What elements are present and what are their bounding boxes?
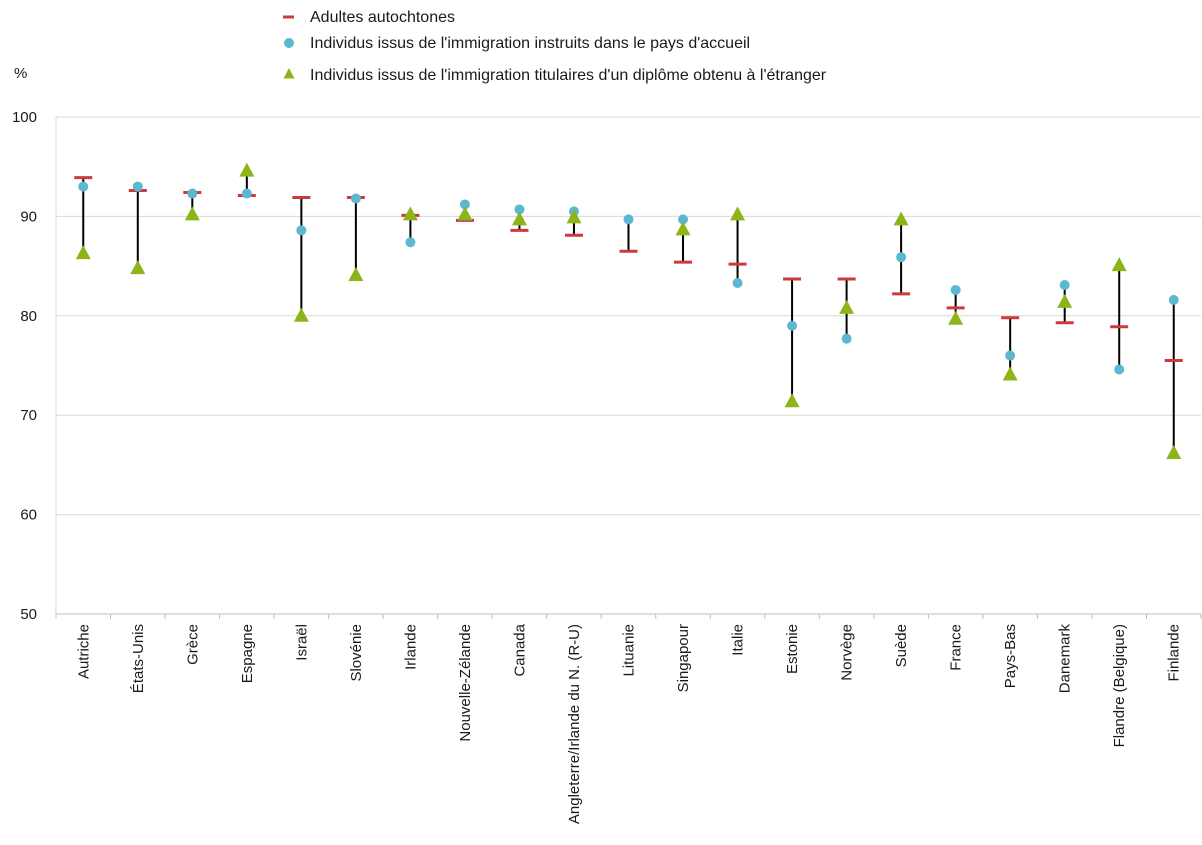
category-label: Estonie bbox=[784, 624, 801, 674]
y-tick-label: 70 bbox=[20, 407, 37, 424]
foreign-degree-marker bbox=[839, 299, 855, 314]
category-labels: Autriche États-Unis Grèce Espagne Israël Slov… bbox=[75, 623, 1182, 824]
range-lines bbox=[82, 170, 1175, 453]
category-label: Grèce bbox=[184, 624, 201, 665]
series-native-adults bbox=[74, 176, 1183, 363]
foreign-degree-marker bbox=[948, 310, 964, 325]
legend-item-foreign-degree: Individus issus de l'immigration titulai… bbox=[283, 67, 827, 84]
category-label: Slovénie bbox=[348, 624, 365, 682]
category-label: Pays-Bas bbox=[1002, 624, 1019, 688]
category-label: Danemark bbox=[1057, 624, 1074, 694]
foreign-degree-marker bbox=[784, 393, 800, 408]
host-educated-marker bbox=[241, 188, 252, 199]
host-educated-marker bbox=[187, 188, 198, 199]
category-label: Norvège bbox=[839, 624, 856, 681]
host-educated-marker bbox=[350, 193, 361, 204]
legend-label-host-educated: Individus issus de l'immigration instrui… bbox=[310, 35, 750, 52]
category-label: Canada bbox=[511, 623, 528, 676]
foreign-degree-marker bbox=[293, 307, 309, 322]
legend-item-native-adults: Adultes autochtones bbox=[283, 9, 455, 26]
host-educated-marker bbox=[514, 204, 525, 215]
category-label: Nouvelle-Zélande bbox=[457, 624, 474, 742]
host-educated-marker bbox=[950, 284, 961, 295]
category-label: États-Unis bbox=[130, 624, 147, 693]
host-educated-marker bbox=[1114, 364, 1125, 375]
category-label: France bbox=[948, 624, 965, 671]
host-educated-marker bbox=[78, 181, 89, 192]
legend-label-native-adults: Adultes autochtones bbox=[310, 9, 455, 26]
foreign-degree-marker bbox=[457, 206, 473, 221]
host-educated-marker bbox=[132, 181, 143, 192]
foreign-degree-marker bbox=[730, 206, 746, 221]
host-educated-marker bbox=[1168, 294, 1179, 305]
host-educated-marker bbox=[1005, 350, 1016, 361]
category-label: Espagne bbox=[239, 624, 256, 683]
foreign-degree-marker bbox=[130, 260, 146, 275]
y-tick-labels: 50 60 70 80 90 100 bbox=[12, 109, 37, 623]
category-label: Suède bbox=[893, 624, 910, 667]
y-tick-label: 90 bbox=[20, 208, 37, 225]
host-educated-marker bbox=[896, 252, 907, 263]
foreign-degree-marker bbox=[675, 221, 691, 236]
host-educated-marker bbox=[678, 214, 689, 225]
legend: Adultes autochtones Individus issus de l… bbox=[283, 9, 827, 84]
host-educated-marker bbox=[787, 320, 798, 331]
host-educated-marker bbox=[841, 333, 852, 344]
foreign-degree-marker bbox=[566, 209, 582, 224]
category-label: Israël bbox=[293, 624, 310, 661]
gridlines bbox=[56, 116, 1201, 615]
series-foreign-degree bbox=[75, 162, 1182, 459]
foreign-degree-marker bbox=[511, 211, 527, 226]
foreign-degree-marker bbox=[348, 267, 364, 282]
y-tick-label: 80 bbox=[20, 308, 37, 325]
foreign-degree-marker bbox=[1111, 257, 1127, 272]
category-label: Angleterre/Irlande du N. (R-U) bbox=[566, 624, 583, 824]
host-educated-marker bbox=[405, 237, 416, 248]
series-host-educated bbox=[78, 181, 1179, 375]
host-educated-marker bbox=[623, 214, 634, 225]
category-label: Flandre (Belgique) bbox=[1111, 624, 1128, 747]
foreign-degree-marker bbox=[893, 211, 909, 226]
host-educated-marker bbox=[459, 199, 470, 210]
legend-circle-marker bbox=[284, 38, 294, 48]
foreign-degree-marker bbox=[1057, 293, 1073, 308]
host-educated-marker bbox=[296, 225, 307, 236]
y-axis-unit-label: % bbox=[14, 65, 27, 82]
foreign-degree-marker bbox=[75, 245, 91, 260]
foreign-degree-marker bbox=[239, 162, 255, 177]
foreign-degree-marker bbox=[402, 206, 418, 221]
category-label: Autriche bbox=[75, 624, 92, 679]
category-label: Italie bbox=[730, 624, 747, 656]
axes bbox=[55, 117, 1202, 619]
foreign-degree-marker bbox=[1166, 444, 1182, 459]
host-educated-marker bbox=[1059, 279, 1070, 290]
foreign-degree-marker bbox=[1002, 366, 1018, 381]
legend-label-foreign-degree: Individus issus de l'immigration titulai… bbox=[310, 67, 827, 84]
host-educated-marker bbox=[732, 277, 743, 288]
category-label: Finlande bbox=[1166, 624, 1183, 682]
y-tick-label: 100 bbox=[12, 109, 37, 126]
legend-triangle-marker bbox=[283, 68, 295, 79]
y-tick-label: 60 bbox=[20, 507, 37, 524]
y-tick-label: 50 bbox=[20, 606, 37, 623]
legend-item-host-educated: Individus issus de l'immigration instrui… bbox=[284, 35, 750, 52]
foreign-degree-marker bbox=[184, 206, 200, 221]
category-label: Lituanie bbox=[621, 624, 638, 677]
category-label: Singapour bbox=[675, 624, 692, 692]
category-label: Irlande bbox=[402, 624, 419, 670]
